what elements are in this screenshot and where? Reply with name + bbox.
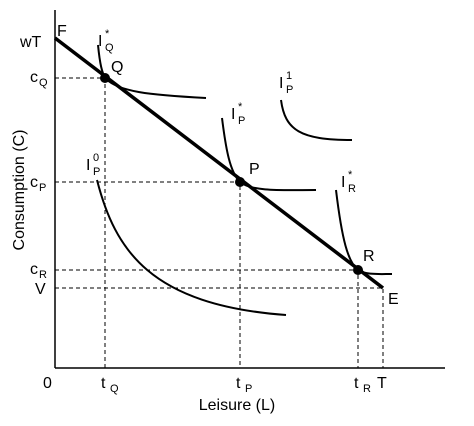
curve-label: R [348,183,356,195]
curve-label: * [238,101,243,113]
curve-label: P [238,115,245,127]
origin-label: 0 [43,375,52,392]
label: wT [19,34,42,51]
y-tick-label: c [30,261,38,278]
y-tick-label: P [39,182,46,194]
label: Q [111,59,123,76]
x-tick-label: t [101,375,106,392]
curve-label: * [348,169,353,181]
y-tick-label: c [30,69,38,86]
curve-label: P [286,84,293,96]
curve-label: I [279,75,283,92]
curve-label: 1 [286,70,292,82]
curve-label: 0 [93,152,99,164]
y-tick-label: Q [39,77,48,89]
curve-label: I [86,157,90,174]
point-p [235,177,245,187]
x-tick-label: t [236,375,241,392]
x-tick-label: P [245,383,252,395]
curve-label: Q [105,42,114,54]
guide-e [55,287,384,368]
label: P [249,161,260,178]
label: T [377,375,387,392]
label: E [388,291,399,308]
curve-label: I [231,106,235,123]
label: R [363,248,375,265]
point-q [100,73,110,83]
curve-ip0 [96,179,287,316]
guide-r [55,269,359,368]
y-tick-label: c [30,174,38,191]
y-axis-label: Consumption (C) [11,130,28,251]
x-tick-label: Q [110,383,119,395]
x-tick-label: R [363,383,371,395]
point-r [353,265,363,275]
x-tick-label: t [354,375,359,392]
x-axis-label: Leisure (L) [199,397,275,414]
label: V [35,281,46,298]
curve-ip1 [280,99,353,141]
label: F [57,23,67,40]
curve-label: P [93,166,100,178]
guide-p [55,181,241,368]
y-tick-label: R [39,269,47,281]
curve-label: I [341,174,345,191]
guide-q [55,77,106,368]
curve-label: * [105,28,110,40]
curve-label: I [98,33,102,50]
